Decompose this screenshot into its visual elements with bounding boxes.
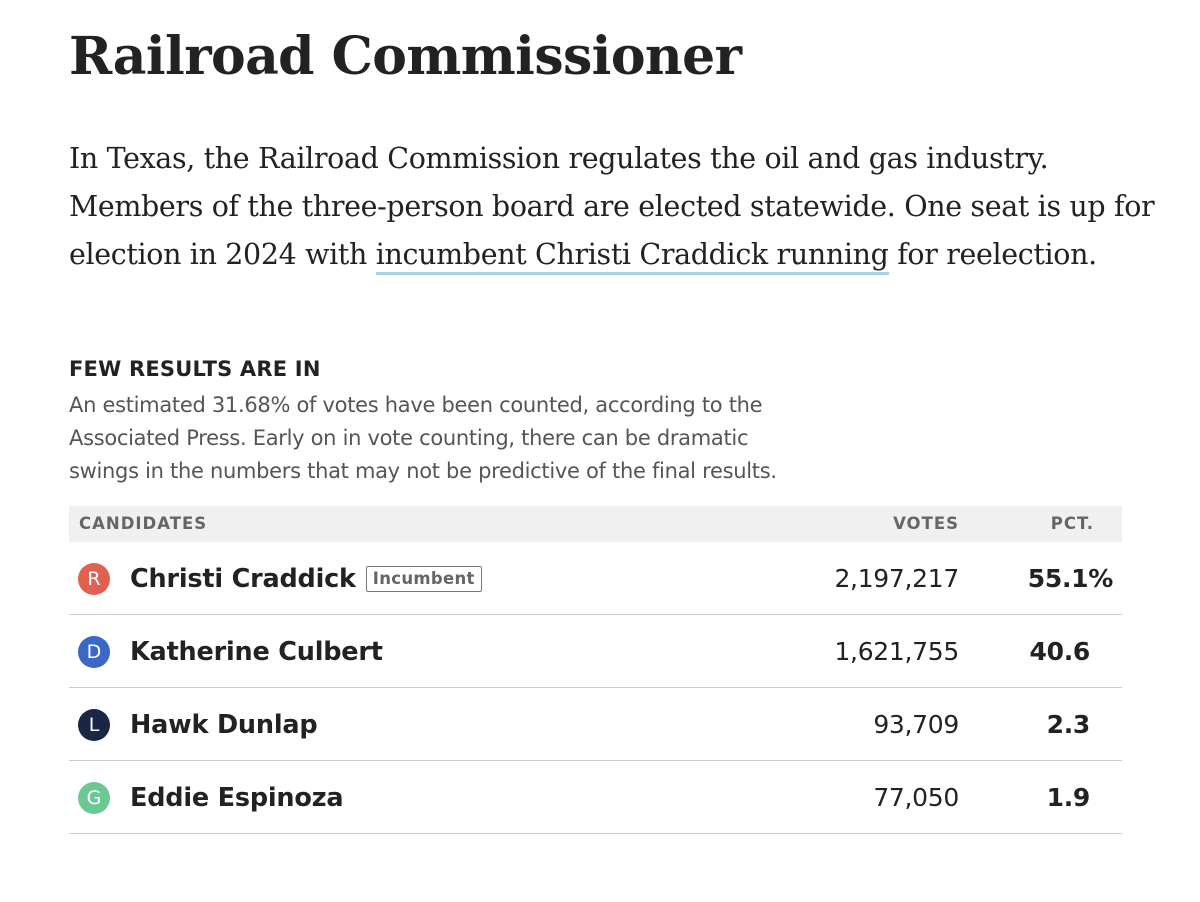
status-note-line-3: swings in the numbers that may not be pr… bbox=[69, 459, 777, 483]
candidate-row: G Eddie Espinoza 77,050 1.9 bbox=[69, 761, 1122, 834]
intro-line-3-end: for reelection. bbox=[888, 238, 1097, 271]
party-badge-icon: L bbox=[78, 709, 110, 741]
candidate-pct: 2.3 bbox=[1046, 710, 1091, 739]
candidate-pct: 55.1% bbox=[1027, 564, 1114, 593]
results-table-header: CANDIDATES VOTES PCT. bbox=[69, 506, 1122, 542]
results-status-note: An estimated 31.68% of votes have been c… bbox=[69, 389, 889, 488]
candidate-row: L Hawk Dunlap 93,709 2.3 bbox=[69, 688, 1122, 761]
candidate-pct: 1.9 bbox=[1046, 783, 1091, 812]
party-badge-icon: G bbox=[78, 782, 110, 814]
candidate-votes: 93,709 bbox=[873, 710, 959, 739]
intro-line-3-start: election in 2024 with bbox=[69, 238, 376, 271]
status-note-line-1: An estimated 31.68% of votes have been c… bbox=[69, 393, 763, 417]
results-status-heading: FEW RESULTS ARE IN bbox=[69, 357, 321, 381]
candidate-name: Katherine Culbert bbox=[130, 615, 383, 689]
candidate-name-text: Hawk Dunlap bbox=[130, 710, 318, 740]
candidate-name-text: Christi Craddick bbox=[130, 564, 356, 594]
candidate-name: Christi Craddick Incumbent bbox=[130, 542, 482, 616]
incumbent-tag: Incumbent bbox=[365, 566, 482, 592]
intro-line-2: Members of the three-person board are el… bbox=[69, 190, 1155, 223]
candidate-pct: 40.6 bbox=[1029, 637, 1091, 666]
candidate-votes: 1,621,755 bbox=[834, 637, 959, 666]
race-description: In Texas, the Railroad Commission regula… bbox=[69, 135, 1179, 279]
candidate-name: Eddie Espinoza bbox=[130, 761, 344, 835]
intro-line-3: election in 2024 with incumbent Christi … bbox=[69, 231, 1179, 279]
candidate-votes: 77,050 bbox=[873, 783, 959, 812]
party-badge-icon: D bbox=[78, 636, 110, 668]
candidate-name-text: Katherine Culbert bbox=[130, 637, 383, 667]
incumbent-article-link[interactable]: incumbent Christi Craddick running bbox=[375, 238, 889, 275]
candidate-row: R Christi Craddick Incumbent 2,197,217 55… bbox=[69, 542, 1122, 615]
candidate-votes: 2,197,217 bbox=[834, 564, 959, 593]
party-badge-icon: R bbox=[78, 563, 110, 595]
pct-column-header: PCT. bbox=[1050, 514, 1094, 533]
votes-column-header: VOTES bbox=[893, 514, 959, 533]
intro-line-1: In Texas, the Railroad Commission regula… bbox=[69, 142, 1049, 175]
candidate-name: Hawk Dunlap bbox=[130, 688, 318, 762]
candidate-name-text: Eddie Espinoza bbox=[130, 783, 344, 813]
candidate-row: D Katherine Culbert 1,621,755 40.6 bbox=[69, 615, 1122, 688]
results-table: CANDIDATES VOTES PCT. R Christi Craddick… bbox=[69, 506, 1122, 834]
page-title: Railroad Commissioner bbox=[69, 26, 742, 87]
status-note-line-2: Associated Press. Early on in vote count… bbox=[69, 426, 749, 450]
candidates-column-header: CANDIDATES bbox=[79, 514, 208, 533]
